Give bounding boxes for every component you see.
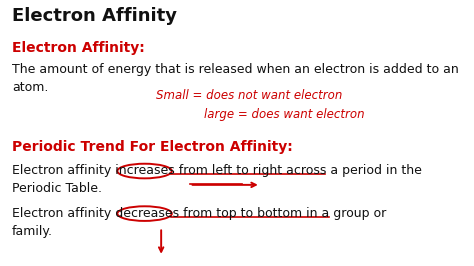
Text: Electron affinity increases from left to right across a period in the
Periodic T: Electron affinity increases from left to…: [12, 164, 422, 195]
Text: Small = does not want electron: Small = does not want electron: [156, 89, 343, 102]
Text: Periodic Trend For Electron Affinity:: Periodic Trend For Electron Affinity:: [12, 140, 292, 154]
Text: The amount of energy that is released when an electron is added to an
atom.: The amount of energy that is released wh…: [12, 63, 459, 94]
Text: Electron Affinity: Electron Affinity: [12, 7, 177, 25]
Text: Electron Affinity:: Electron Affinity:: [12, 41, 145, 55]
Text: Electron affinity decreases from top to bottom in a group or
family.: Electron affinity decreases from top to …: [12, 207, 386, 239]
Text: large = does want electron: large = does want electron: [204, 108, 365, 121]
